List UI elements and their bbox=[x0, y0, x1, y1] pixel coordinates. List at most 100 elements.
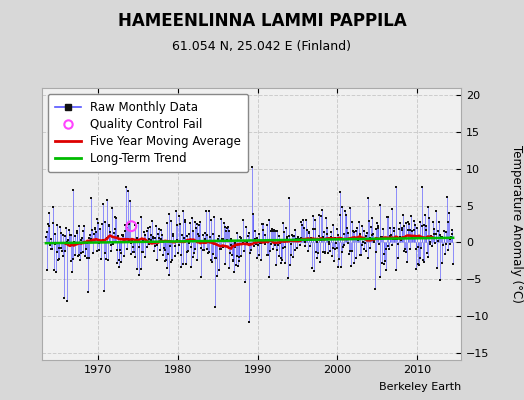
Point bbox=[334, 264, 343, 270]
Point bbox=[172, 208, 180, 214]
Point bbox=[266, 248, 274, 254]
Point bbox=[398, 226, 407, 233]
Point bbox=[97, 221, 106, 228]
Point bbox=[433, 265, 441, 271]
Point bbox=[374, 225, 383, 232]
Point bbox=[315, 212, 323, 219]
Point bbox=[375, 241, 384, 248]
Point bbox=[212, 254, 220, 261]
Point bbox=[141, 238, 150, 245]
Point bbox=[144, 225, 152, 232]
Point bbox=[67, 258, 75, 264]
Point bbox=[430, 226, 438, 232]
Point bbox=[254, 242, 262, 248]
Point bbox=[187, 264, 195, 270]
Point bbox=[312, 249, 320, 256]
Point bbox=[220, 224, 228, 230]
Point bbox=[190, 250, 198, 256]
Point bbox=[140, 228, 148, 235]
Point bbox=[441, 250, 449, 257]
Point bbox=[62, 224, 70, 231]
Point bbox=[194, 231, 202, 238]
Point bbox=[202, 246, 211, 252]
Point bbox=[447, 234, 455, 240]
Point bbox=[407, 213, 416, 219]
Point bbox=[185, 240, 193, 246]
Point bbox=[257, 239, 265, 246]
Point bbox=[346, 205, 354, 211]
Point bbox=[48, 204, 57, 210]
Point bbox=[439, 242, 447, 248]
Point bbox=[325, 248, 334, 255]
Point bbox=[68, 256, 77, 262]
Point bbox=[288, 232, 296, 238]
Point bbox=[102, 256, 110, 262]
Point bbox=[247, 247, 255, 254]
Point bbox=[440, 228, 449, 234]
Point bbox=[341, 208, 350, 214]
Point bbox=[232, 262, 240, 268]
Point bbox=[99, 237, 107, 244]
Point bbox=[326, 228, 335, 235]
Point bbox=[139, 238, 147, 244]
Point bbox=[112, 246, 121, 253]
Point bbox=[325, 241, 333, 247]
Point bbox=[86, 236, 95, 242]
Point bbox=[214, 236, 222, 242]
Point bbox=[356, 231, 364, 237]
Point bbox=[354, 237, 362, 243]
Point bbox=[174, 242, 183, 248]
Point bbox=[96, 226, 104, 232]
Point bbox=[365, 218, 374, 225]
Point bbox=[413, 261, 422, 267]
Point bbox=[46, 242, 54, 248]
Point bbox=[166, 218, 174, 224]
Point bbox=[445, 210, 453, 216]
Point bbox=[130, 248, 138, 255]
Point bbox=[242, 224, 250, 230]
Point bbox=[330, 246, 339, 252]
Point bbox=[58, 248, 66, 255]
Point bbox=[175, 213, 183, 219]
Point bbox=[80, 253, 89, 259]
Point bbox=[271, 262, 280, 268]
Point bbox=[421, 212, 429, 218]
Point bbox=[124, 188, 132, 194]
Point bbox=[310, 268, 318, 274]
Point bbox=[180, 235, 188, 242]
Point bbox=[447, 230, 456, 237]
Point bbox=[329, 222, 337, 228]
Point bbox=[425, 239, 434, 245]
Point bbox=[401, 220, 410, 226]
Point bbox=[200, 246, 208, 253]
Point bbox=[444, 218, 452, 225]
Point bbox=[300, 239, 309, 246]
Point bbox=[197, 245, 205, 251]
Point bbox=[227, 242, 235, 249]
Point bbox=[252, 241, 260, 247]
Point bbox=[416, 255, 424, 261]
Point bbox=[352, 254, 361, 261]
Point bbox=[246, 240, 255, 247]
Point bbox=[192, 225, 200, 231]
Point bbox=[449, 261, 457, 267]
Point bbox=[193, 257, 201, 264]
Point bbox=[70, 239, 78, 245]
Point bbox=[150, 248, 158, 254]
Point bbox=[182, 261, 190, 268]
Point bbox=[123, 224, 132, 231]
Point bbox=[283, 274, 292, 281]
Point bbox=[59, 253, 68, 259]
Point bbox=[394, 255, 402, 261]
Point bbox=[52, 221, 61, 228]
Point bbox=[90, 226, 99, 233]
Point bbox=[258, 220, 267, 227]
Point bbox=[402, 249, 411, 255]
Point bbox=[173, 250, 182, 256]
Point bbox=[163, 251, 172, 257]
Point bbox=[167, 258, 176, 265]
Point bbox=[113, 260, 122, 266]
Point bbox=[84, 254, 93, 261]
Point bbox=[323, 224, 331, 231]
Point bbox=[91, 225, 100, 232]
